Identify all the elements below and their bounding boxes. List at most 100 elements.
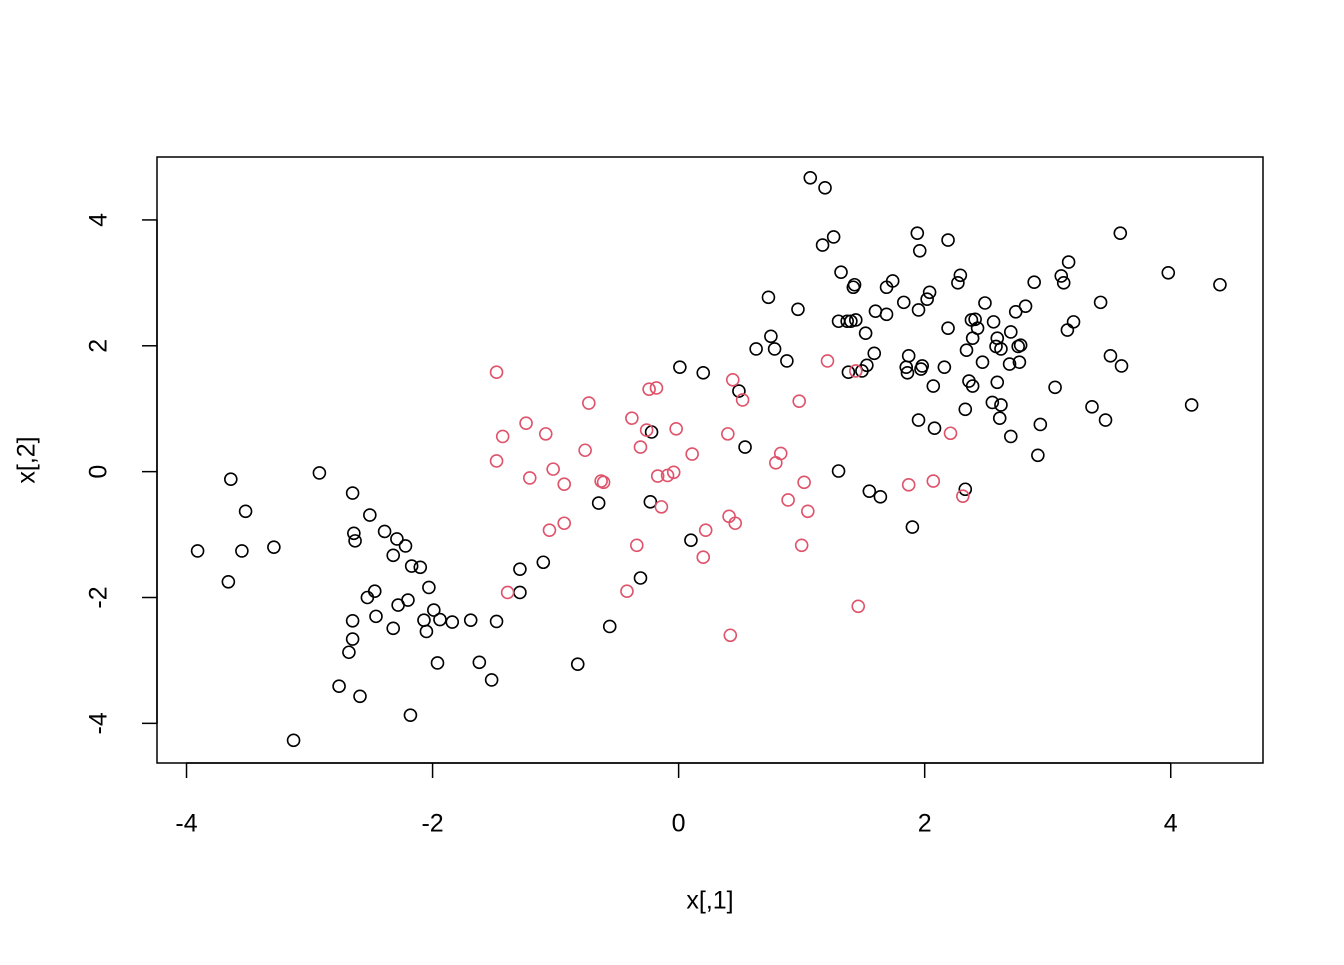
point <box>922 285 937 300</box>
point <box>221 574 236 589</box>
point <box>369 609 383 624</box>
point <box>489 365 504 380</box>
plot-box <box>156 156 1264 764</box>
point <box>235 544 249 558</box>
point <box>912 243 927 258</box>
point <box>629 538 644 553</box>
point <box>873 490 888 504</box>
point <box>896 295 911 310</box>
x-tick-label: 4 <box>1164 810 1178 838</box>
point <box>1061 255 1076 269</box>
point <box>536 555 551 570</box>
point <box>970 321 985 335</box>
point <box>1033 417 1048 432</box>
point <box>669 422 683 436</box>
point <box>941 321 955 335</box>
point <box>958 402 973 417</box>
point <box>820 354 835 368</box>
point <box>862 484 877 498</box>
point <box>390 532 404 546</box>
point <box>1013 338 1028 352</box>
point <box>911 413 926 427</box>
point <box>698 523 713 537</box>
point <box>332 679 346 694</box>
point <box>901 349 916 363</box>
point <box>749 342 763 356</box>
point <box>791 302 805 317</box>
point <box>844 314 858 329</box>
point <box>224 472 238 486</box>
point <box>803 170 818 185</box>
point <box>738 440 752 454</box>
point <box>348 534 362 548</box>
point <box>1031 448 1045 463</box>
point <box>489 614 504 629</box>
point <box>342 645 356 660</box>
point <box>696 366 711 380</box>
point <box>633 440 648 454</box>
point <box>639 423 654 437</box>
point <box>941 233 955 247</box>
point <box>500 585 515 600</box>
point <box>513 562 527 576</box>
point <box>815 238 830 252</box>
y-tick-label: 2 <box>85 339 113 353</box>
point <box>345 632 360 646</box>
point <box>1066 315 1081 329</box>
x-tick-label: -2 <box>421 810 443 838</box>
point <box>427 603 441 617</box>
point <box>1003 325 1018 339</box>
point <box>1002 357 1017 371</box>
x-tick-label: 2 <box>918 810 932 838</box>
point <box>868 304 883 318</box>
point <box>312 466 327 480</box>
point <box>596 475 611 490</box>
point <box>840 314 854 329</box>
point <box>848 313 863 327</box>
point <box>847 277 862 292</box>
point <box>286 733 301 748</box>
point <box>472 655 487 670</box>
point <box>958 482 973 497</box>
point <box>959 343 974 357</box>
point <box>978 296 992 310</box>
point <box>360 590 375 605</box>
point <box>910 226 925 240</box>
point <box>582 396 596 410</box>
point <box>879 307 894 322</box>
point <box>620 584 634 599</box>
point <box>445 615 460 629</box>
point <box>673 360 687 374</box>
point <box>834 265 848 279</box>
point <box>956 489 970 503</box>
point <box>484 673 499 687</box>
point <box>404 559 419 573</box>
point <box>943 426 958 441</box>
point <box>794 538 809 553</box>
point <box>570 657 585 672</box>
point <box>780 354 794 368</box>
point <box>430 656 445 670</box>
point <box>1048 380 1062 395</box>
point <box>926 474 941 488</box>
point <box>546 462 560 476</box>
point <box>975 355 990 369</box>
point <box>522 471 537 485</box>
point <box>992 411 1007 425</box>
point <box>633 571 648 585</box>
point <box>489 454 504 468</box>
point <box>858 326 873 340</box>
point <box>1093 295 1108 310</box>
point <box>401 593 415 607</box>
point <box>557 477 572 492</box>
point <box>764 329 778 344</box>
point <box>773 446 788 461</box>
point <box>190 544 205 558</box>
y-tick-label: -4 <box>85 712 113 734</box>
point <box>542 523 557 537</box>
point <box>920 292 934 307</box>
point <box>841 365 856 380</box>
point <box>267 540 281 554</box>
point <box>1054 269 1069 283</box>
point <box>968 312 982 327</box>
